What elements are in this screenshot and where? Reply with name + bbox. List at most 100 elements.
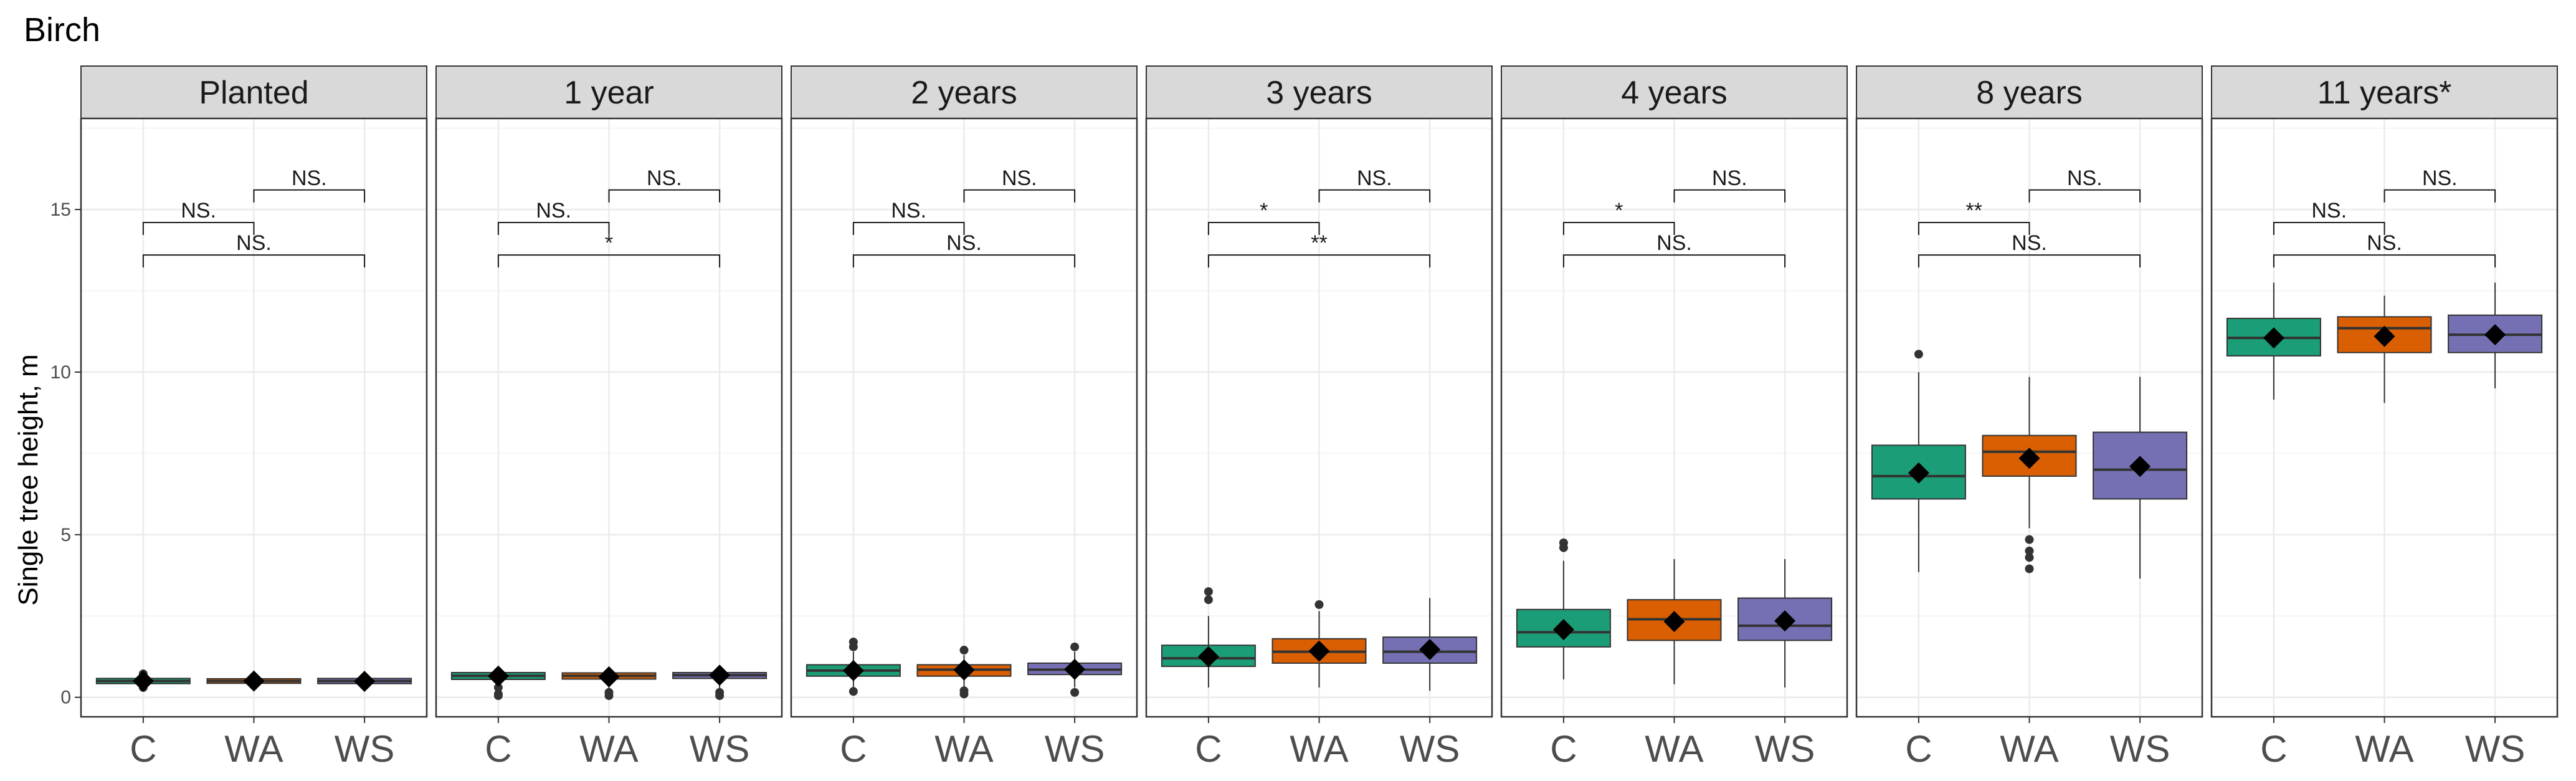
y-axis-ticks: 0 5 10 15 <box>50 199 81 708</box>
facet-strip-label: 3 years <box>1266 75 1372 111</box>
facet-panel: Planted NS. NS. NS. C WA WS <box>80 65 428 770</box>
mean-marker <box>1774 610 1796 632</box>
significance-bracket: NS. <box>2384 166 2496 203</box>
significance-label: NS. <box>2067 166 2103 190</box>
facet-panel: 2 years NS. NS. NS. C WA WS <box>790 65 1138 770</box>
mean-marker <box>2484 323 2506 345</box>
mean-marker <box>132 670 154 692</box>
significance-bracket: NS. <box>253 166 366 203</box>
chart-title: Birch <box>24 11 100 49</box>
x-tick-label: WA <box>1645 728 1703 770</box>
mean-marker <box>1663 611 1685 633</box>
box-ws <box>1382 598 1478 691</box>
outlier-point <box>1204 587 1213 597</box>
significance-label: ** <box>1311 231 1327 255</box>
significance-label: NS. <box>1712 166 1747 190</box>
significance-bracket: * <box>1562 199 1675 235</box>
bracket-line <box>1918 221 2030 235</box>
box-ws <box>2093 376 2188 579</box>
x-tick-label: C <box>1195 728 1222 770</box>
outlier-point <box>493 683 503 692</box>
significance-label: * <box>1615 199 1623 223</box>
significance-bracket: NS. <box>852 199 965 235</box>
mean-marker <box>2263 327 2284 349</box>
bracket-line <box>2384 189 2496 203</box>
outlier-point <box>2025 546 2034 555</box>
significance-bracket: NS. <box>1562 231 1786 268</box>
facet-strip-label: 4 years <box>1621 75 1728 111</box>
box-c <box>1516 538 1611 679</box>
facet-strip <box>435 65 782 119</box>
box-wa <box>206 670 302 692</box>
significance-label: NS. <box>2367 231 2402 255</box>
bracket-line <box>2273 221 2385 235</box>
mean-marker <box>1419 639 1441 660</box>
mean-marker <box>487 665 509 687</box>
box-c <box>2226 282 2321 400</box>
x-tick-label: C <box>1905 728 1932 770</box>
significance-bracket: ** <box>1918 199 2030 235</box>
facet-panel: 4 years * NS. NS. C WA WS <box>1500 65 1848 770</box>
mean-marker <box>243 670 265 692</box>
significance-label: NS. <box>236 231 272 255</box>
x-tick-label: WS <box>690 728 750 770</box>
mean-marker <box>1308 640 1330 662</box>
significance-bracket: * <box>497 231 721 268</box>
outlier-point <box>2025 553 2034 562</box>
mean-marker <box>953 659 975 681</box>
mean-marker <box>2129 456 2151 477</box>
mean-marker <box>2374 325 2395 347</box>
y-tick-label: 5 <box>60 525 71 545</box>
significance-label: NS. <box>2311 199 2347 223</box>
significance-label: ** <box>1965 199 1982 223</box>
significance-bracket: NS. <box>1318 166 1431 203</box>
box-c <box>450 665 546 701</box>
significance-bracket: NS. <box>1673 166 1786 203</box>
x-tick-label: WA <box>224 728 283 770</box>
significance-label: NS. <box>2012 231 2047 255</box>
box-c <box>1161 587 1256 688</box>
x-tick-label: WS <box>1045 728 1105 770</box>
facet-strip-label: 8 years <box>1976 75 2083 111</box>
box-c <box>806 638 901 696</box>
significance-bracket: NS. <box>1918 231 2141 268</box>
bracket-line <box>852 254 1076 268</box>
bracket-line <box>1673 189 1786 203</box>
significance-bracket: NS. <box>497 199 610 235</box>
x-tick-label: C <box>130 728 156 770</box>
box-ws <box>2448 282 2543 389</box>
x-tick-label: C <box>2260 728 2287 770</box>
y-tick-label: 0 <box>60 688 71 708</box>
box-wa <box>916 646 1012 699</box>
outlier-point <box>1204 595 1213 605</box>
bracket-line <box>497 221 610 235</box>
facet-strip <box>2211 65 2558 119</box>
significance-bracket: ** <box>1207 231 1431 268</box>
mean-marker <box>598 666 620 688</box>
bracket-line <box>2028 189 2141 203</box>
mean-marker <box>1552 619 1574 641</box>
box-wa <box>1982 376 2077 573</box>
significance-label: NS. <box>946 231 982 255</box>
y-axis-label: Single tree height, m <box>13 354 44 606</box>
outlier-point <box>715 688 725 697</box>
mean-marker <box>709 664 731 686</box>
x-tick-label: WS <box>1755 728 1815 770</box>
facet-strip <box>1146 65 1493 119</box>
significance-bracket: NS. <box>963 166 1076 203</box>
box-ws <box>1737 558 1833 688</box>
box-ws <box>672 664 768 701</box>
bracket-line <box>608 189 721 203</box>
outlier-point <box>959 646 969 655</box>
significance-label: NS. <box>292 166 327 190</box>
box-c <box>1871 350 1966 572</box>
box-wa <box>561 666 657 701</box>
outlier-point <box>1559 538 1568 547</box>
bracket-line <box>1562 254 1786 268</box>
x-tick-label: WS <box>1400 728 1460 770</box>
x-tick-label: WA <box>579 728 638 770</box>
mean-marker <box>842 659 864 681</box>
x-tick-label: C <box>485 728 511 770</box>
